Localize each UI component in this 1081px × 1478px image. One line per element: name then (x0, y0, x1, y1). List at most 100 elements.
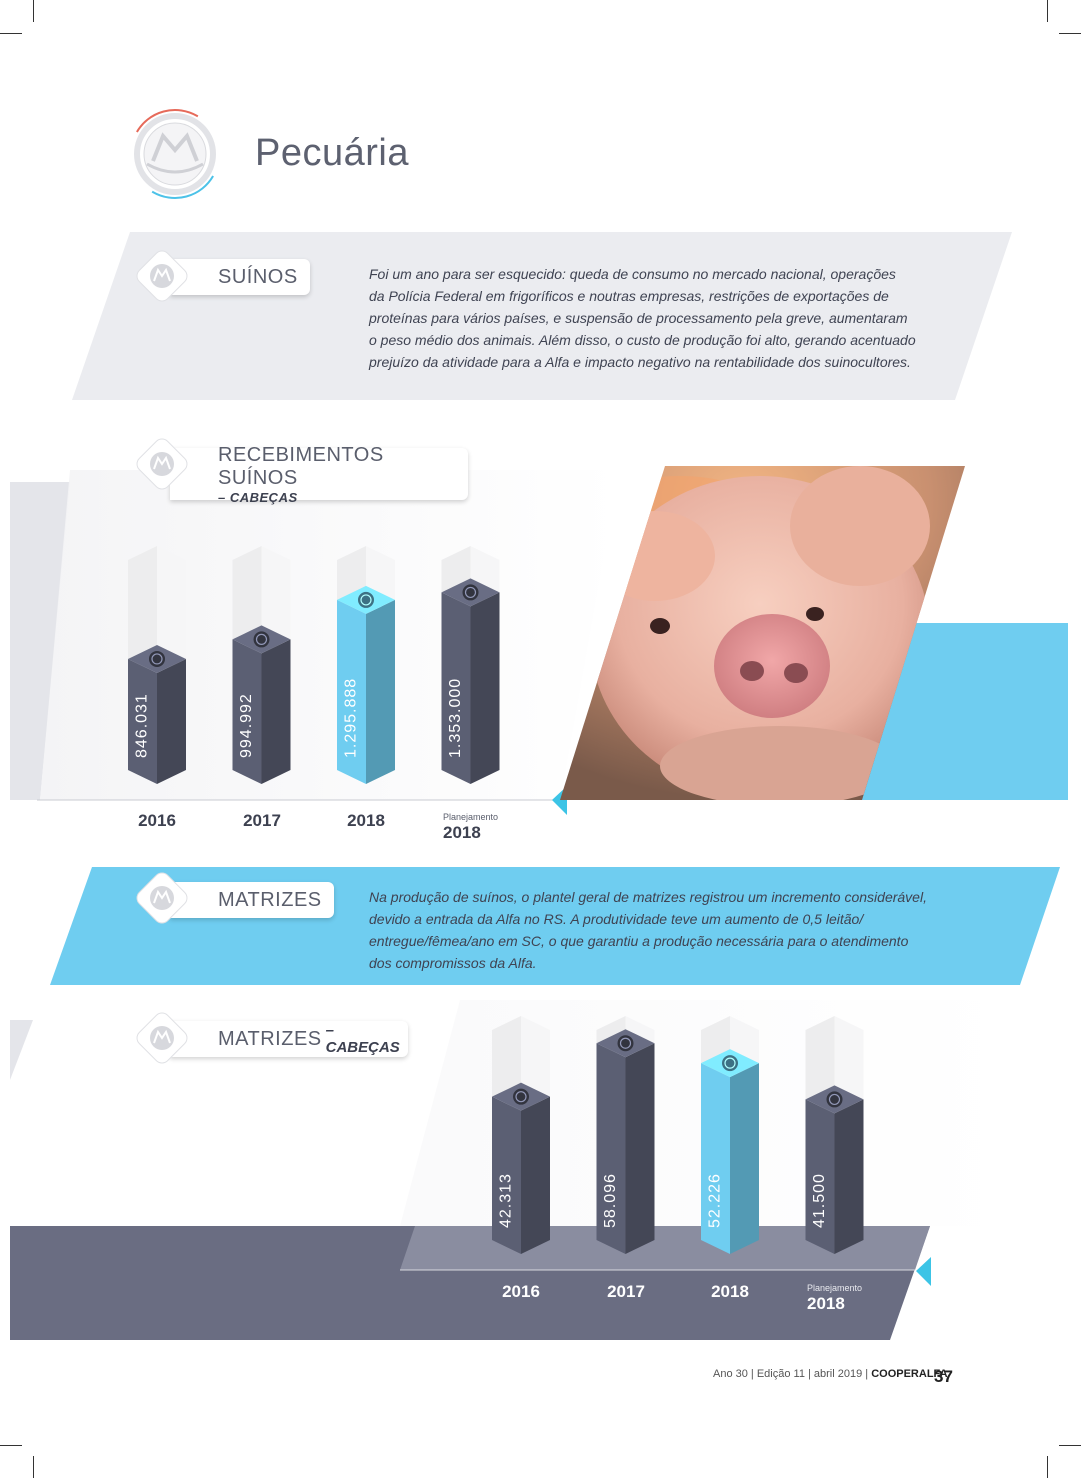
crop-mark (0, 33, 22, 34)
chart1-area (10, 482, 70, 800)
cooperative-badge-icon (136, 872, 188, 924)
text-line: Na produção de suínos, o plantel geral d… (369, 889, 927, 905)
suinos-paragraph: Foi um ano para ser esquecido: queda de … (369, 263, 969, 373)
matrizes-paragraph: Na produção de suínos, o plantel geral d… (369, 886, 989, 974)
bar-value-label: 58.096 (602, 1173, 619, 1228)
footer: Ano 30 | Edição 11 | abril 2019 | COOPER… (713, 1368, 948, 1380)
bar: 994.992 (232, 546, 291, 784)
chart2-side (10, 1020, 33, 1080)
bar-badge-icon (358, 591, 374, 608)
bar: 1.353.000 (441, 546, 500, 784)
bar: 42.313 (492, 1016, 550, 1254)
suinos-label: SUÍNOS (218, 265, 298, 288)
text-line: dos compromissos da Alfa. (369, 955, 537, 971)
pig-photo (560, 466, 965, 800)
bar-face-right (366, 599, 395, 784)
bar-badge-icon (462, 584, 479, 601)
bar: 58.096 (596, 1016, 655, 1254)
crop-mark (1059, 33, 1081, 34)
bar-face-left (128, 658, 157, 784)
text-line: prejuízo da atividade para a Alfa e impa… (369, 354, 911, 370)
chart1-title-pill: RECEBIMENTOS SUÍNOS – CABEÇAS (170, 444, 468, 505)
chart1-xlabel: 2016 (138, 811, 176, 830)
chart2-title: MATRIZES (218, 1027, 322, 1050)
bar-badge-icon (253, 631, 270, 648)
matrizes-label: MATRIZES (218, 888, 322, 911)
chart2-arrow (916, 1257, 931, 1286)
bar: 1.295.888 (337, 546, 395, 784)
bar-face-right (470, 592, 500, 784)
bar-value-label: 42.313 (498, 1173, 515, 1228)
text-line: entregue/fêmea/ano em SC, o que garantiu… (369, 933, 909, 949)
bar-value-label: 994.992 (238, 693, 255, 758)
bar-badge-icon (619, 1037, 632, 1049)
bar-face-left (441, 592, 471, 784)
text-line: Foi um ano para ser esquecido: queda de … (369, 266, 896, 282)
bar: 846.031 (128, 546, 186, 784)
chart1-title: RECEBIMENTOS SUÍNOS (218, 443, 384, 489)
footer-issue: Ano 30 | Edição 11 | abril 2019 | (713, 1368, 869, 1380)
bar-badge-icon (513, 1088, 529, 1105)
bar-face-left (701, 1063, 730, 1254)
text-line: o peso médio dos animais. Além disso, o … (369, 332, 916, 348)
page-number: 37 (934, 1367, 953, 1386)
chart2-xlabel: 2016 (502, 1282, 540, 1301)
bar-face-right (157, 658, 186, 784)
cooperative-badge-icon (136, 1012, 188, 1064)
bar-face-right (730, 1063, 759, 1254)
chart2-xlabel-note: Planejamento (807, 1283, 863, 1293)
cooperative-badge-icon (136, 438, 188, 490)
bar-value-label: 1.295.888 (343, 678, 360, 758)
chart1-xlabel: 2017 (243, 811, 281, 830)
bar-badge-icon (724, 1057, 736, 1069)
bar-face-left (337, 599, 366, 784)
page-title: Pecuária (255, 132, 409, 174)
bar-face-left (492, 1096, 521, 1254)
bar-badge-icon (826, 1091, 843, 1108)
bar-badge-icon (515, 1091, 527, 1103)
bar-face-right (625, 1043, 655, 1254)
chart1-xlabel-note: Planejamento (443, 812, 499, 822)
pecuaria-logo-icon (130, 109, 220, 199)
chart1-xlabel: 2018 (443, 823, 481, 842)
crop-mark (1047, 1456, 1048, 1478)
photo-accent (852, 623, 1068, 800)
bar-badge-icon (617, 1035, 634, 1052)
crop-mark (0, 1445, 22, 1446)
text-line: proteínas para vários países, e suspensã… (369, 310, 908, 326)
suinos-label-pill: SUÍNOS (170, 259, 310, 295)
bar-face-right (834, 1099, 864, 1254)
bar-badge-icon (828, 1093, 841, 1106)
bar-face-left (232, 639, 262, 784)
bar: 41.500 (805, 1016, 864, 1254)
bar-badge-icon (151, 653, 163, 665)
chart2-xlabel: 2018 (711, 1282, 749, 1301)
text-line: devido a entrada da Alfa no RS. A produt… (369, 911, 864, 927)
chart2-title-pill: MATRIZES – CABEÇAS (170, 1021, 408, 1057)
bar-value-label: 52.226 (707, 1173, 724, 1228)
chart1-subtitle: – CABEÇAS (218, 489, 298, 505)
chart2-subtitle: – CABEÇAS (325, 1022, 400, 1056)
bar-face-left (596, 1043, 626, 1254)
crop-mark (33, 1456, 34, 1478)
chart1-xlabel: 2018 (347, 811, 385, 830)
bar-value-label: 41.500 (811, 1173, 828, 1228)
bar-value-label: 1.353.000 (447, 678, 464, 758)
bar-face-right (261, 639, 291, 784)
bar-badge-icon (149, 650, 165, 667)
bar-badge-icon (255, 633, 268, 646)
crop-mark (1059, 1445, 1081, 1446)
bar: 52.226 (701, 1016, 759, 1254)
footer-brand: COOPERALFA (871, 1368, 948, 1380)
cooperative-badge-icon (136, 250, 188, 302)
bar-badge-icon (360, 594, 372, 606)
bar-badge-icon (722, 1055, 738, 1072)
bar-badge-icon (464, 586, 477, 599)
matrizes-label-pill: MATRIZES (170, 882, 334, 918)
chart2-xlabel: 2018 (807, 1294, 845, 1313)
bar-face-left (805, 1099, 835, 1254)
bar-face-right (521, 1096, 550, 1254)
text-line: da Polícia Federal em frigoríficos e nou… (369, 288, 889, 304)
